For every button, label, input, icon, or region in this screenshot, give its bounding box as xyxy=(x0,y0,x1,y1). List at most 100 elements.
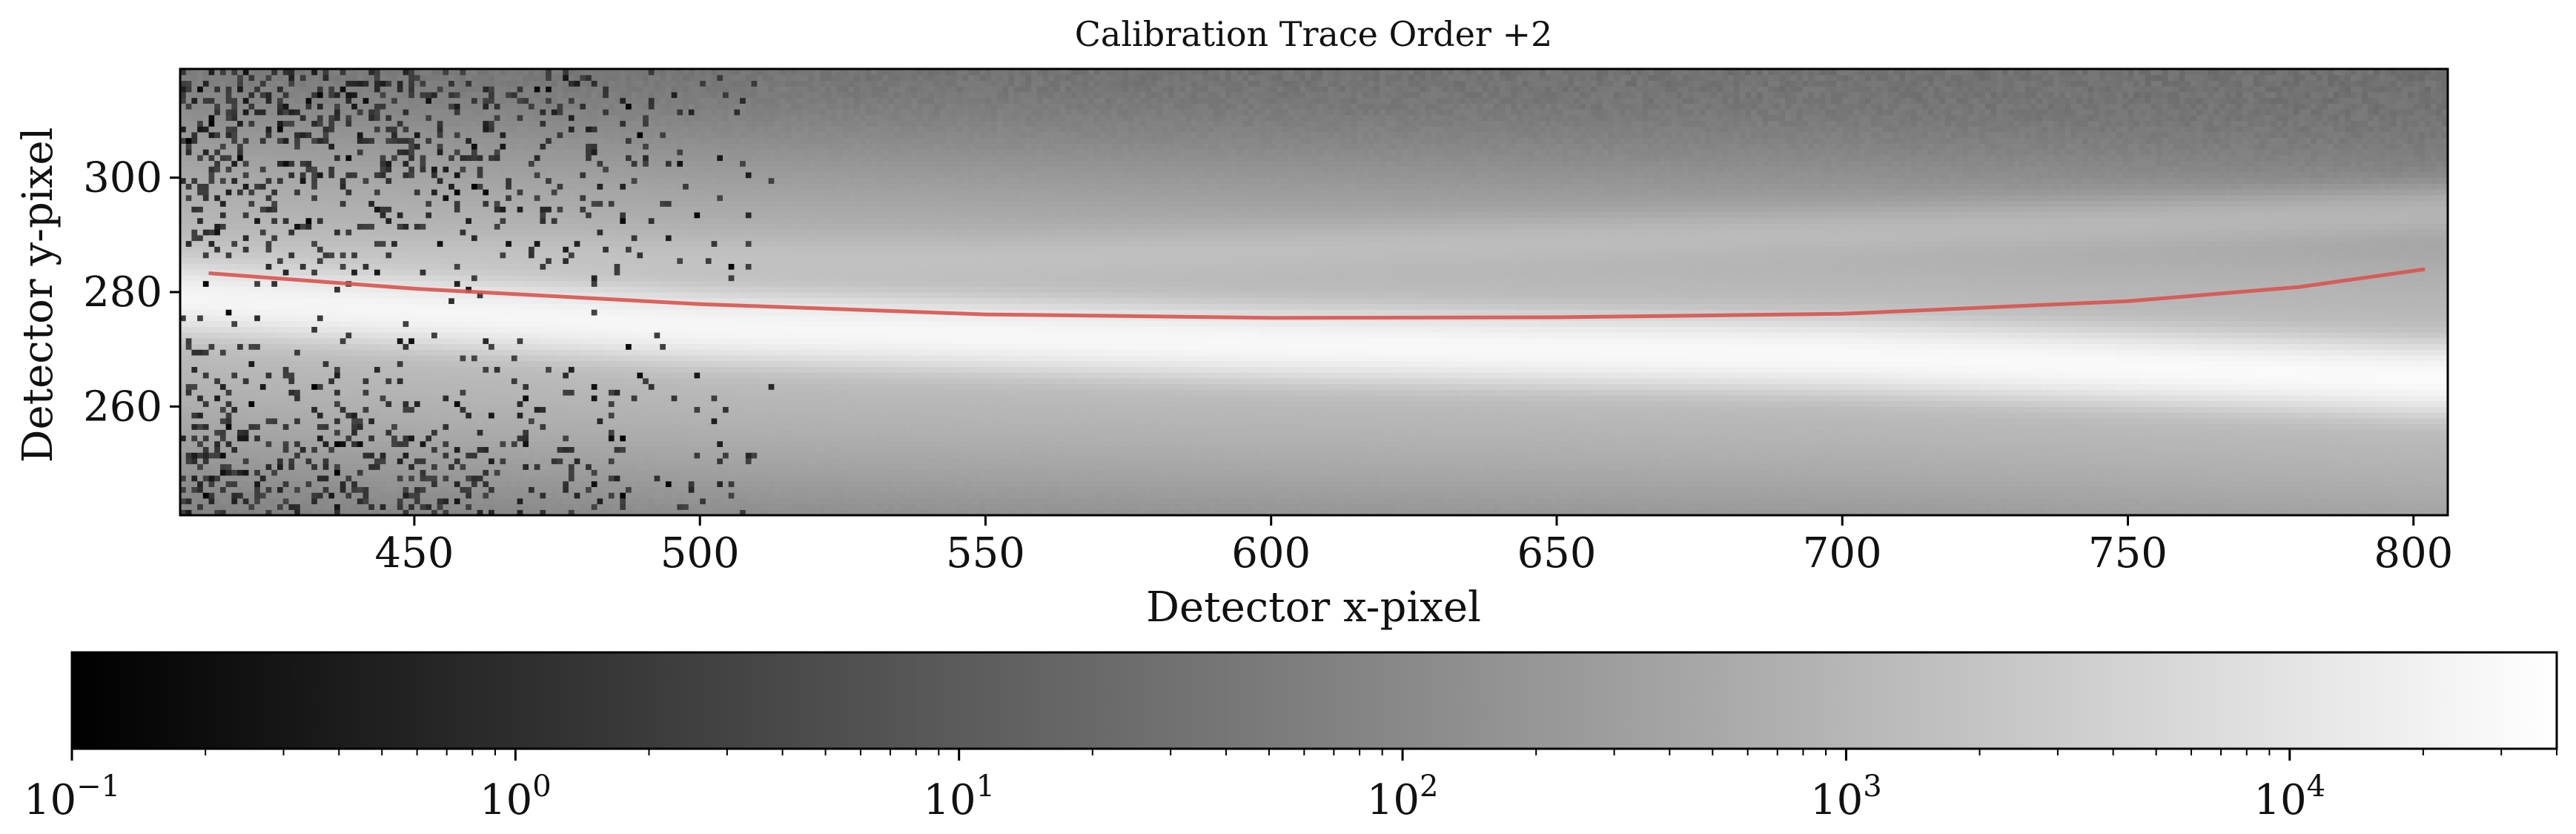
heatmap-cell xyxy=(277,503,284,510)
heatmap-cell xyxy=(426,251,432,259)
heatmap-cell xyxy=(374,292,381,299)
heatmap-cell xyxy=(328,274,335,282)
heatmap-cell xyxy=(471,394,478,402)
heatmap-cell xyxy=(351,160,358,167)
heatmap-cell xyxy=(231,149,238,156)
heatmap-cell xyxy=(282,257,290,265)
heatmap-cell xyxy=(322,320,329,327)
heatmap-cell xyxy=(385,263,392,270)
heatmap-cell xyxy=(322,314,329,322)
heatmap-cell xyxy=(477,383,483,390)
heatmap-cell xyxy=(265,480,272,488)
heatmap-cell xyxy=(397,80,404,87)
heatmap-cell xyxy=(420,114,426,122)
heatmap-cell xyxy=(185,343,193,350)
heatmap-cell xyxy=(431,171,438,179)
heatmap-cell xyxy=(305,269,312,276)
heatmap-cell xyxy=(477,417,483,425)
heatmap-cell xyxy=(242,343,250,350)
heatmap-cell xyxy=(414,360,421,367)
heatmap-cell xyxy=(368,412,375,419)
heatmap-cell xyxy=(368,211,375,219)
heatmap-cell xyxy=(454,97,461,104)
heatmap-cell xyxy=(385,412,392,419)
heatmap-cell xyxy=(385,137,392,144)
heatmap-cell xyxy=(368,320,375,327)
heatmap-cell xyxy=(380,440,386,447)
heatmap-cell xyxy=(471,251,478,259)
heatmap-cell xyxy=(288,394,295,402)
heatmap-cell xyxy=(414,223,421,230)
heatmap-cell xyxy=(345,292,352,299)
heatmap-cell xyxy=(299,69,307,76)
heatmap-cell xyxy=(219,497,227,505)
heatmap-cell xyxy=(254,372,261,379)
heatmap-cell xyxy=(420,131,426,139)
heatmap-cell xyxy=(362,97,369,104)
heatmap-cell xyxy=(494,177,501,184)
heatmap-cell xyxy=(511,314,518,322)
heatmap-cell xyxy=(374,486,381,493)
heatmap-cell xyxy=(265,223,272,230)
heatmap-cell xyxy=(317,131,324,139)
heatmap-cell xyxy=(254,343,261,350)
heatmap-cell xyxy=(305,474,312,482)
heatmap-cell xyxy=(265,412,272,419)
heatmap-cell xyxy=(511,183,518,190)
heatmap-cell xyxy=(185,286,193,293)
heatmap-cell xyxy=(500,297,506,305)
heatmap-cell xyxy=(431,229,438,236)
heatmap-cell xyxy=(466,137,472,144)
heatmap-cell xyxy=(448,469,455,476)
heatmap-cell xyxy=(265,389,272,396)
heatmap-cell xyxy=(322,474,329,482)
heatmap-cell xyxy=(219,463,227,470)
heatmap-cell xyxy=(277,251,284,259)
heatmap-cell xyxy=(374,372,381,379)
heatmap-cell xyxy=(214,246,221,253)
heatmap-cell xyxy=(414,366,421,373)
heatmap-cell xyxy=(511,360,518,367)
heatmap-cell xyxy=(426,160,432,167)
heatmap-cell xyxy=(431,269,438,276)
heatmap-cell xyxy=(494,189,501,196)
heatmap-cell xyxy=(345,434,352,442)
heatmap-cell xyxy=(197,189,204,196)
heatmap-cell xyxy=(506,332,512,339)
heatmap-cell xyxy=(477,91,483,99)
heatmap-cell xyxy=(443,469,449,476)
heatmap-cell xyxy=(443,120,449,127)
heatmap-cell xyxy=(237,480,244,488)
heatmap-cell xyxy=(437,337,444,345)
heatmap-cell xyxy=(414,394,421,402)
heatmap-cell xyxy=(271,126,278,133)
heatmap-cell xyxy=(219,154,227,162)
heatmap-cell xyxy=(288,80,295,87)
heatmap-cell xyxy=(374,154,381,162)
heatmap-cell xyxy=(454,246,461,253)
heatmap-cell xyxy=(529,497,535,505)
heatmap-cell xyxy=(437,497,444,505)
heatmap-cell xyxy=(294,286,301,293)
heatmap-cell xyxy=(248,120,255,127)
heatmap-cell xyxy=(448,372,455,379)
heatmap-cell xyxy=(282,166,290,173)
heatmap-cell xyxy=(265,200,272,207)
heatmap-cell xyxy=(345,211,352,219)
heatmap-cell xyxy=(529,103,535,110)
heatmap-cell xyxy=(197,223,204,230)
heatmap-cell xyxy=(299,194,307,202)
heatmap-cell xyxy=(477,377,483,385)
heatmap-cell xyxy=(248,434,255,442)
heatmap-cell xyxy=(437,103,444,110)
heatmap-cell xyxy=(265,177,272,184)
heatmap-cell xyxy=(403,429,409,436)
heatmap-cell xyxy=(380,126,386,133)
heatmap-cell xyxy=(208,211,215,219)
heatmap-cell xyxy=(328,149,335,156)
heatmap-cell xyxy=(529,366,535,373)
heatmap-cell xyxy=(197,217,204,224)
heatmap-cell xyxy=(368,349,375,356)
heatmap-cell xyxy=(523,492,529,499)
heatmap-cell xyxy=(540,223,546,230)
